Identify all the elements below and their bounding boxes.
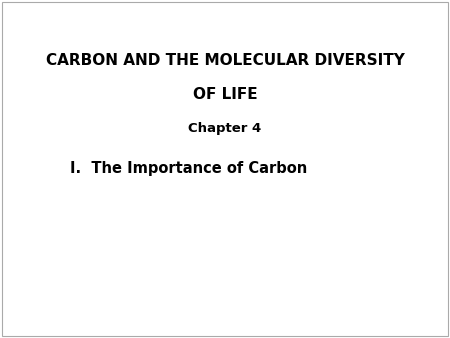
Text: OF LIFE: OF LIFE	[193, 87, 257, 102]
Text: CARBON AND THE MOLECULAR DIVERSITY: CARBON AND THE MOLECULAR DIVERSITY	[45, 53, 405, 68]
Text: I.  The Importance of Carbon: I. The Importance of Carbon	[70, 162, 308, 176]
Text: Chapter 4: Chapter 4	[189, 122, 261, 135]
